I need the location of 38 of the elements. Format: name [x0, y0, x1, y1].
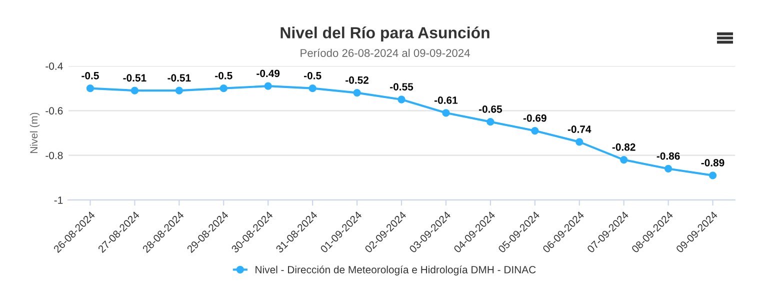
y-tick-label: -0.4: [46, 62, 63, 70]
point: [620, 156, 628, 164]
data-label: -0.61: [434, 96, 458, 104]
y-axis-title: Nivel (m): [30, 112, 40, 153]
y-tick-label: -0.6: [46, 107, 63, 115]
point: [576, 138, 584, 146]
point: [220, 84, 228, 92]
point: [442, 109, 450, 117]
data-label: -0.52: [346, 76, 368, 84]
data-label: -0.89: [701, 159, 724, 166]
point: [486, 118, 494, 126]
point: [353, 88, 361, 97]
data-label: -0.69: [523, 114, 546, 122]
data-label: -0.51: [123, 74, 146, 82]
data-label: -0.51: [168, 74, 191, 82]
data-label: -0.74: [568, 126, 592, 133]
data-label: -0.49: [256, 70, 280, 78]
point: [86, 84, 94, 92]
data-label: -0.82: [612, 143, 636, 151]
point: [398, 96, 406, 104]
chart-title: Nivel del Río para Asunción: [280, 26, 490, 42]
y-tick-label: -0.8: [46, 152, 63, 160]
data-label: -0.55: [390, 83, 414, 90]
point: [308, 84, 316, 92]
legend-label: Nivel - Dirección de Meteorología e Hidrología DMH - DINAC: [256, 266, 536, 276]
data-label: -0.65: [478, 105, 502, 113]
point: [130, 86, 139, 94]
y-tick-label: -1: [54, 196, 63, 204]
data-label: -0.5: [82, 72, 99, 80]
point: [264, 82, 272, 90]
data-label: -0.5: [215, 72, 232, 80]
data-label: -0.5: [304, 72, 322, 80]
data-label: -0.86: [656, 152, 680, 160]
chart-subtitle: Período 26-08-2024 al 09-09-2024: [300, 48, 470, 57]
point: [708, 172, 717, 180]
point: [175, 86, 183, 94]
point: [664, 164, 672, 173]
point: [531, 126, 539, 135]
